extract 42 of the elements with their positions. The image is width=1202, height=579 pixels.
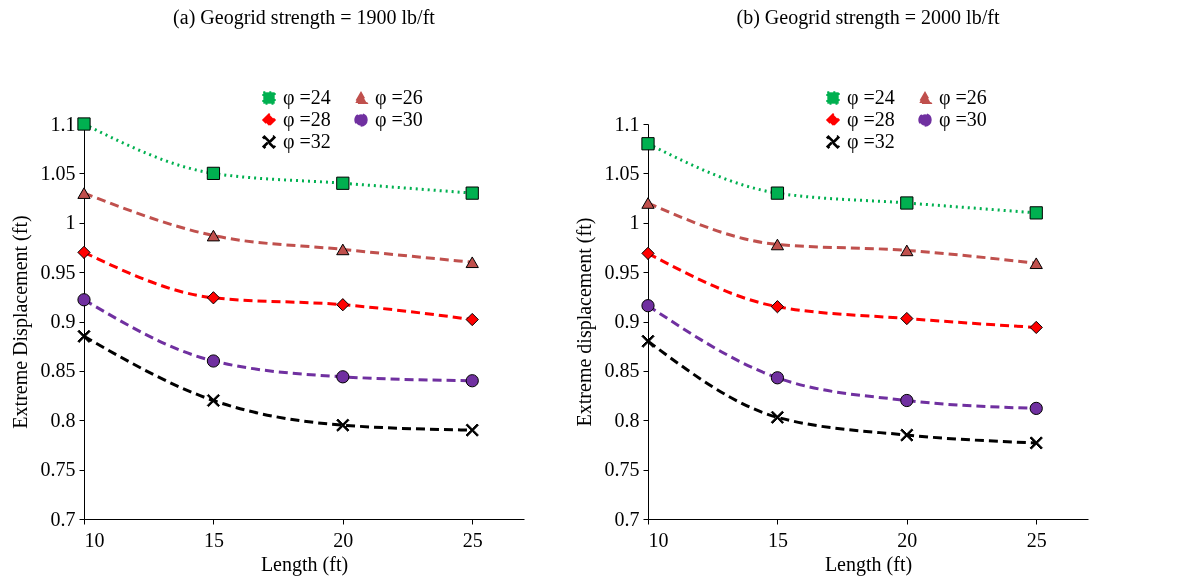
x-axis-title: Length (ft) xyxy=(260,552,349,576)
y-tick-label: 0.8 xyxy=(50,408,76,431)
chart-title: (a) Geogrid strength = 1900 lb/ft xyxy=(173,6,436,29)
x-tick-label: 10 xyxy=(84,528,105,551)
y-tick-label: 0.75 xyxy=(604,458,640,481)
x-tick-label: 15 xyxy=(203,528,224,551)
legend-label: φ =30 xyxy=(939,108,987,131)
chart-title: (b) Geogrid strength = 2000 lb/ft xyxy=(736,6,1000,29)
y-axis-title: Extreme displacement (ft) xyxy=(572,217,596,427)
legend-label: φ =28 xyxy=(283,108,331,131)
legend-label: φ =26 xyxy=(939,86,987,109)
legend-label: φ =26 xyxy=(375,86,423,109)
x-tick-label: 25 xyxy=(462,528,483,551)
x-tick-label: 20 xyxy=(333,528,354,551)
x-tick-label: 25 xyxy=(1026,528,1047,551)
y-axis-title: Extreme Displacement (ft) xyxy=(8,215,32,429)
y-tick-label: 1.1 xyxy=(50,112,76,135)
y-tick-label: 1.1 xyxy=(614,112,640,135)
y-tick-label: 0.9 xyxy=(614,310,640,332)
x-axis-title: Length (ft) xyxy=(824,552,913,576)
legend-label: φ =30 xyxy=(375,108,423,131)
y-tick-label: 0.7 xyxy=(50,507,76,530)
legend-label: φ =32 xyxy=(283,130,331,153)
y-tick-label: 0.7 xyxy=(614,507,640,530)
y-tick-label: 1.05 xyxy=(604,161,640,184)
legend-label: φ =28 xyxy=(847,108,895,131)
legend-label: φ =24 xyxy=(847,86,895,109)
legend-label: φ =32 xyxy=(847,130,895,153)
y-tick-label: 0.95 xyxy=(604,260,640,283)
y-tick-label: 1 xyxy=(629,211,640,234)
y-tick-label: 0.9 xyxy=(50,310,76,332)
y-tick-label: 0.85 xyxy=(40,359,76,382)
x-tick-label: 10 xyxy=(648,528,669,551)
y-tick-label: 0.85 xyxy=(604,359,640,382)
x-tick-label: 15 xyxy=(767,528,788,551)
y-tick-label: 0.75 xyxy=(40,458,76,481)
y-tick-label: 0.95 xyxy=(40,260,76,283)
legend-label: φ =24 xyxy=(283,86,331,109)
y-tick-label: 1 xyxy=(65,211,76,234)
y-tick-label: 0.8 xyxy=(614,408,640,431)
y-tick-label: 1.05 xyxy=(40,161,76,184)
x-tick-label: 20 xyxy=(897,528,918,551)
